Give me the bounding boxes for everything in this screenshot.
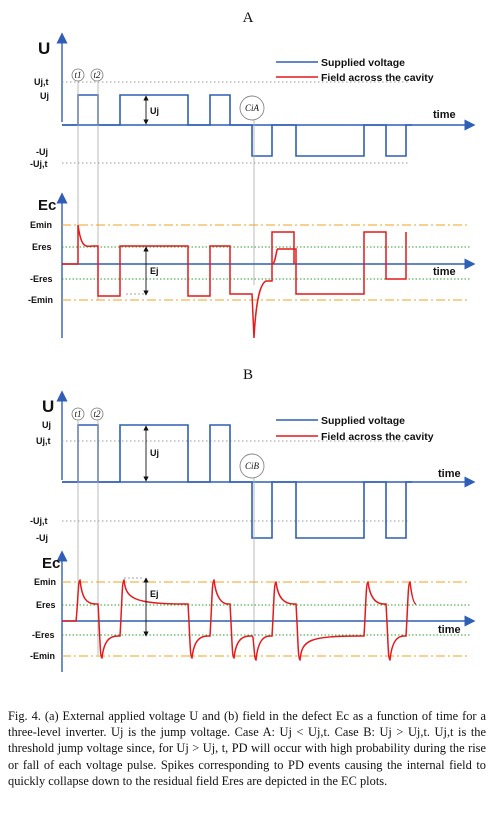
legend-field-a: Field across the cavity	[321, 72, 434, 84]
ec-tick-a-3: -Emin	[28, 295, 53, 305]
panel-b-title: B	[243, 367, 253, 383]
tick-b-1: Uj,t	[36, 436, 51, 446]
time-label-a-e: time	[433, 266, 456, 278]
t2-label-a: t2	[93, 70, 101, 80]
uj-label-a: Uj	[150, 106, 159, 116]
legend-a: Supplied voltage Field across the cavity	[276, 57, 434, 84]
cavity-label-b: CiB	[245, 461, 260, 471]
tick-a-3: -Uj,t	[30, 159, 48, 169]
t2-label-b: t2	[93, 409, 101, 419]
t1-label-b: t1	[74, 409, 81, 419]
ej-label-a: Ej	[150, 266, 159, 276]
ec-axis-label-b: Ec	[42, 555, 60, 572]
cavity-circle-a	[239, 95, 265, 121]
time-label-b-e: time	[438, 624, 461, 636]
ec-tick-b-2: -Eres	[32, 630, 55, 640]
tick-a-2: -Uj	[36, 147, 48, 157]
caption-body: (a) External applied voltage U and (b) f…	[8, 709, 486, 788]
t2-circle-a	[90, 68, 104, 82]
t1-circle-a	[71, 68, 85, 82]
tick-a-0: Uj,t	[34, 77, 49, 87]
field-waveform-a	[62, 224, 407, 339]
cavity-label-a: CiA	[245, 103, 260, 113]
ec-tick-b-1: Eres	[36, 600, 56, 610]
legend-b: Supplied voltage Field across the cavity	[276, 415, 434, 443]
legend-field-b: Field across the cavity	[321, 431, 434, 443]
figure: A U Uj,t Uj -Uj -Uj,t t1 t2 Uj CiA time	[28, 10, 476, 672]
caption-fig-label: Fig. 4.	[8, 709, 41, 723]
u-axis-label-b: U	[42, 397, 54, 416]
ej-label-b: Ej	[150, 589, 159, 599]
u-axis-label-a: U	[38, 39, 50, 58]
tick-a-1: Uj	[40, 91, 49, 101]
voltage-waveform-b	[62, 424, 412, 539]
legend-voltage-b: Supplied voltage	[321, 415, 405, 427]
ec-tick-a-1: Eres	[32, 242, 52, 252]
figure-caption: Fig. 4. (a) External applied voltage U a…	[8, 708, 486, 789]
panel-b: B U Uj Uj,t -Uj,t -Uj t1 t2 Uj CiB time …	[30, 367, 476, 672]
legend-voltage-a: Supplied voltage	[321, 57, 405, 69]
ec-tick-b-0: Emin	[34, 577, 56, 587]
tick-b-2: -Uj,t	[30, 516, 48, 526]
time-label-b-u: time	[438, 468, 461, 480]
tick-b-3: -Uj	[36, 533, 48, 543]
ec-tick-b-3: -Emin	[30, 651, 55, 661]
ec-tick-a-2: -Eres	[30, 274, 53, 284]
panel-a-title: A	[243, 10, 254, 26]
panel-a: A U Uj,t Uj -Uj -Uj,t t1 t2 Uj CiA time	[28, 10, 476, 339]
voltage-waveform-a	[62, 94, 412, 157]
uj-label-b: Uj	[150, 448, 159, 458]
field-waveform-b	[62, 579, 417, 661]
ec-tick-a-0: Emin	[30, 220, 52, 230]
tick-b-0: Uj	[42, 420, 51, 430]
t1-label-a: t1	[74, 70, 81, 80]
time-label-a-u: time	[433, 109, 456, 121]
field-corner-a	[271, 231, 295, 264]
t2-circle-b	[90, 407, 104, 421]
cavity-circle-b	[239, 453, 265, 479]
ec-axis-label-a: Ec	[38, 197, 56, 214]
